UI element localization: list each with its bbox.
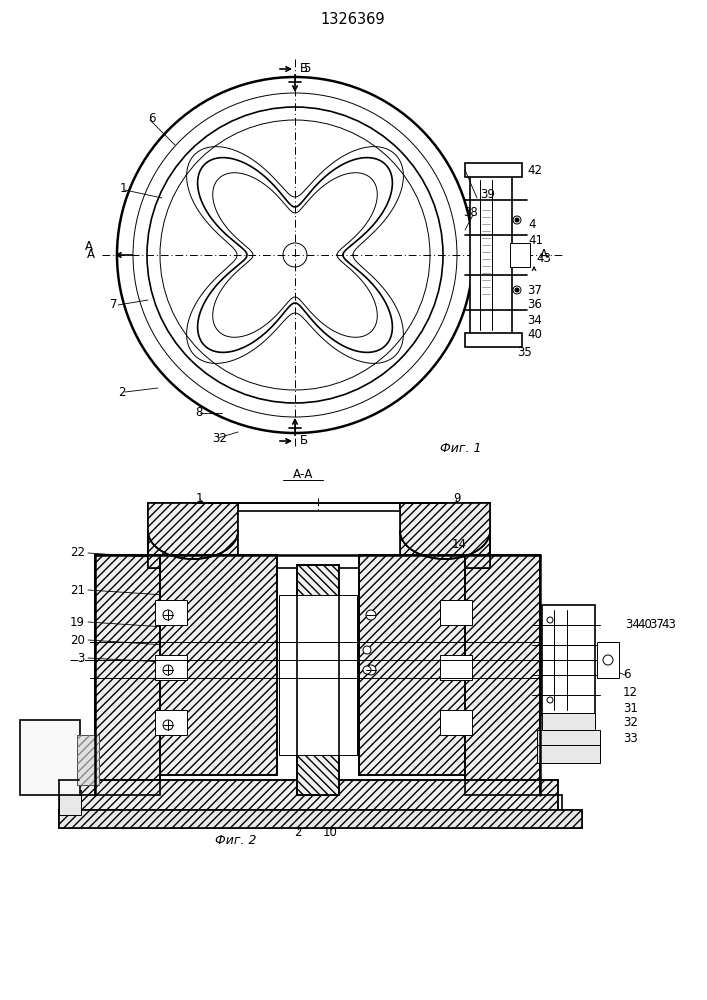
Text: Фиг. 1: Фиг. 1 xyxy=(440,442,481,454)
Bar xyxy=(542,605,595,715)
Text: 43: 43 xyxy=(536,251,551,264)
Text: 34: 34 xyxy=(625,618,640,632)
Text: Б: Б xyxy=(300,62,308,76)
Text: 22: 22 xyxy=(70,546,85,560)
Text: А: А xyxy=(85,240,93,253)
Circle shape xyxy=(515,218,519,222)
Text: 44: 44 xyxy=(452,591,467,604)
Bar xyxy=(400,503,490,568)
Bar xyxy=(465,163,522,177)
Text: 12: 12 xyxy=(623,686,638,698)
Text: А: А xyxy=(87,248,95,261)
Bar xyxy=(359,555,465,775)
Circle shape xyxy=(366,665,376,675)
Bar xyxy=(155,655,187,680)
Bar xyxy=(297,565,339,795)
Bar xyxy=(20,720,80,795)
Bar xyxy=(465,555,540,795)
Text: А: А xyxy=(540,248,548,261)
Bar xyxy=(77,780,558,815)
Text: 10: 10 xyxy=(322,826,337,838)
Text: 20: 20 xyxy=(70,634,85,647)
Text: 3: 3 xyxy=(78,652,85,664)
Bar xyxy=(440,655,472,680)
Text: А-А: А-А xyxy=(293,468,313,482)
Text: 1326369: 1326369 xyxy=(321,12,385,27)
Text: 5: 5 xyxy=(303,62,310,76)
Bar xyxy=(59,790,81,815)
Text: 42: 42 xyxy=(527,163,542,176)
Text: 37: 37 xyxy=(649,618,664,632)
Text: 34: 34 xyxy=(527,314,542,326)
Bar xyxy=(537,745,600,763)
Text: 43: 43 xyxy=(661,618,676,632)
Circle shape xyxy=(163,720,173,730)
Text: 35: 35 xyxy=(517,347,532,360)
Bar xyxy=(77,735,99,785)
Text: 4: 4 xyxy=(528,219,535,232)
Circle shape xyxy=(363,666,371,674)
Text: 33: 33 xyxy=(623,732,638,744)
Bar xyxy=(77,780,558,815)
Circle shape xyxy=(366,610,376,620)
Text: 19: 19 xyxy=(70,615,85,629)
Text: Б: Б xyxy=(300,434,308,448)
Bar xyxy=(400,503,490,568)
Bar xyxy=(465,333,522,347)
Bar xyxy=(470,175,512,335)
Text: 9: 9 xyxy=(453,491,460,504)
Circle shape xyxy=(163,610,173,620)
Text: 39: 39 xyxy=(480,188,495,202)
Text: 1: 1 xyxy=(120,182,127,194)
Text: 41: 41 xyxy=(528,233,543,246)
Circle shape xyxy=(163,665,173,675)
Text: 7: 7 xyxy=(110,298,117,312)
Text: 40: 40 xyxy=(637,618,652,632)
Text: 6: 6 xyxy=(623,668,631,682)
Text: 14: 14 xyxy=(452,538,467,552)
Bar xyxy=(59,810,582,828)
Bar xyxy=(537,730,600,748)
Bar xyxy=(238,511,400,568)
Text: Фиг. 2: Фиг. 2 xyxy=(215,834,257,846)
Bar xyxy=(160,555,277,775)
Text: 21: 21 xyxy=(70,584,85,596)
Text: 11: 11 xyxy=(452,574,467,586)
Bar xyxy=(95,555,160,795)
Bar xyxy=(542,713,595,733)
Bar xyxy=(510,243,530,267)
Bar xyxy=(440,710,472,735)
Circle shape xyxy=(515,288,519,292)
Bar xyxy=(95,555,160,795)
Text: 40: 40 xyxy=(527,328,542,342)
Text: 6: 6 xyxy=(148,111,156,124)
Bar xyxy=(148,503,238,568)
Bar xyxy=(597,642,619,678)
Text: 36: 36 xyxy=(527,298,542,312)
Text: 32: 32 xyxy=(212,432,227,444)
Bar xyxy=(465,555,540,795)
Bar xyxy=(148,503,238,568)
Bar xyxy=(279,595,357,755)
Text: 37: 37 xyxy=(527,284,542,296)
Text: 8: 8 xyxy=(195,406,202,420)
Text: 31: 31 xyxy=(623,702,638,714)
Text: 1: 1 xyxy=(196,491,204,504)
Text: 38: 38 xyxy=(463,207,478,220)
Bar xyxy=(160,555,277,775)
Text: 32: 32 xyxy=(623,716,638,730)
Text: 2: 2 xyxy=(118,385,126,398)
Bar xyxy=(77,735,99,785)
Bar xyxy=(297,565,339,795)
Bar xyxy=(155,710,187,735)
Text: 2: 2 xyxy=(294,826,302,838)
Circle shape xyxy=(363,646,371,654)
Bar xyxy=(359,555,465,775)
Bar xyxy=(440,600,472,625)
Bar xyxy=(155,600,187,625)
Bar xyxy=(59,810,582,828)
Text: 13: 13 xyxy=(452,610,467,624)
